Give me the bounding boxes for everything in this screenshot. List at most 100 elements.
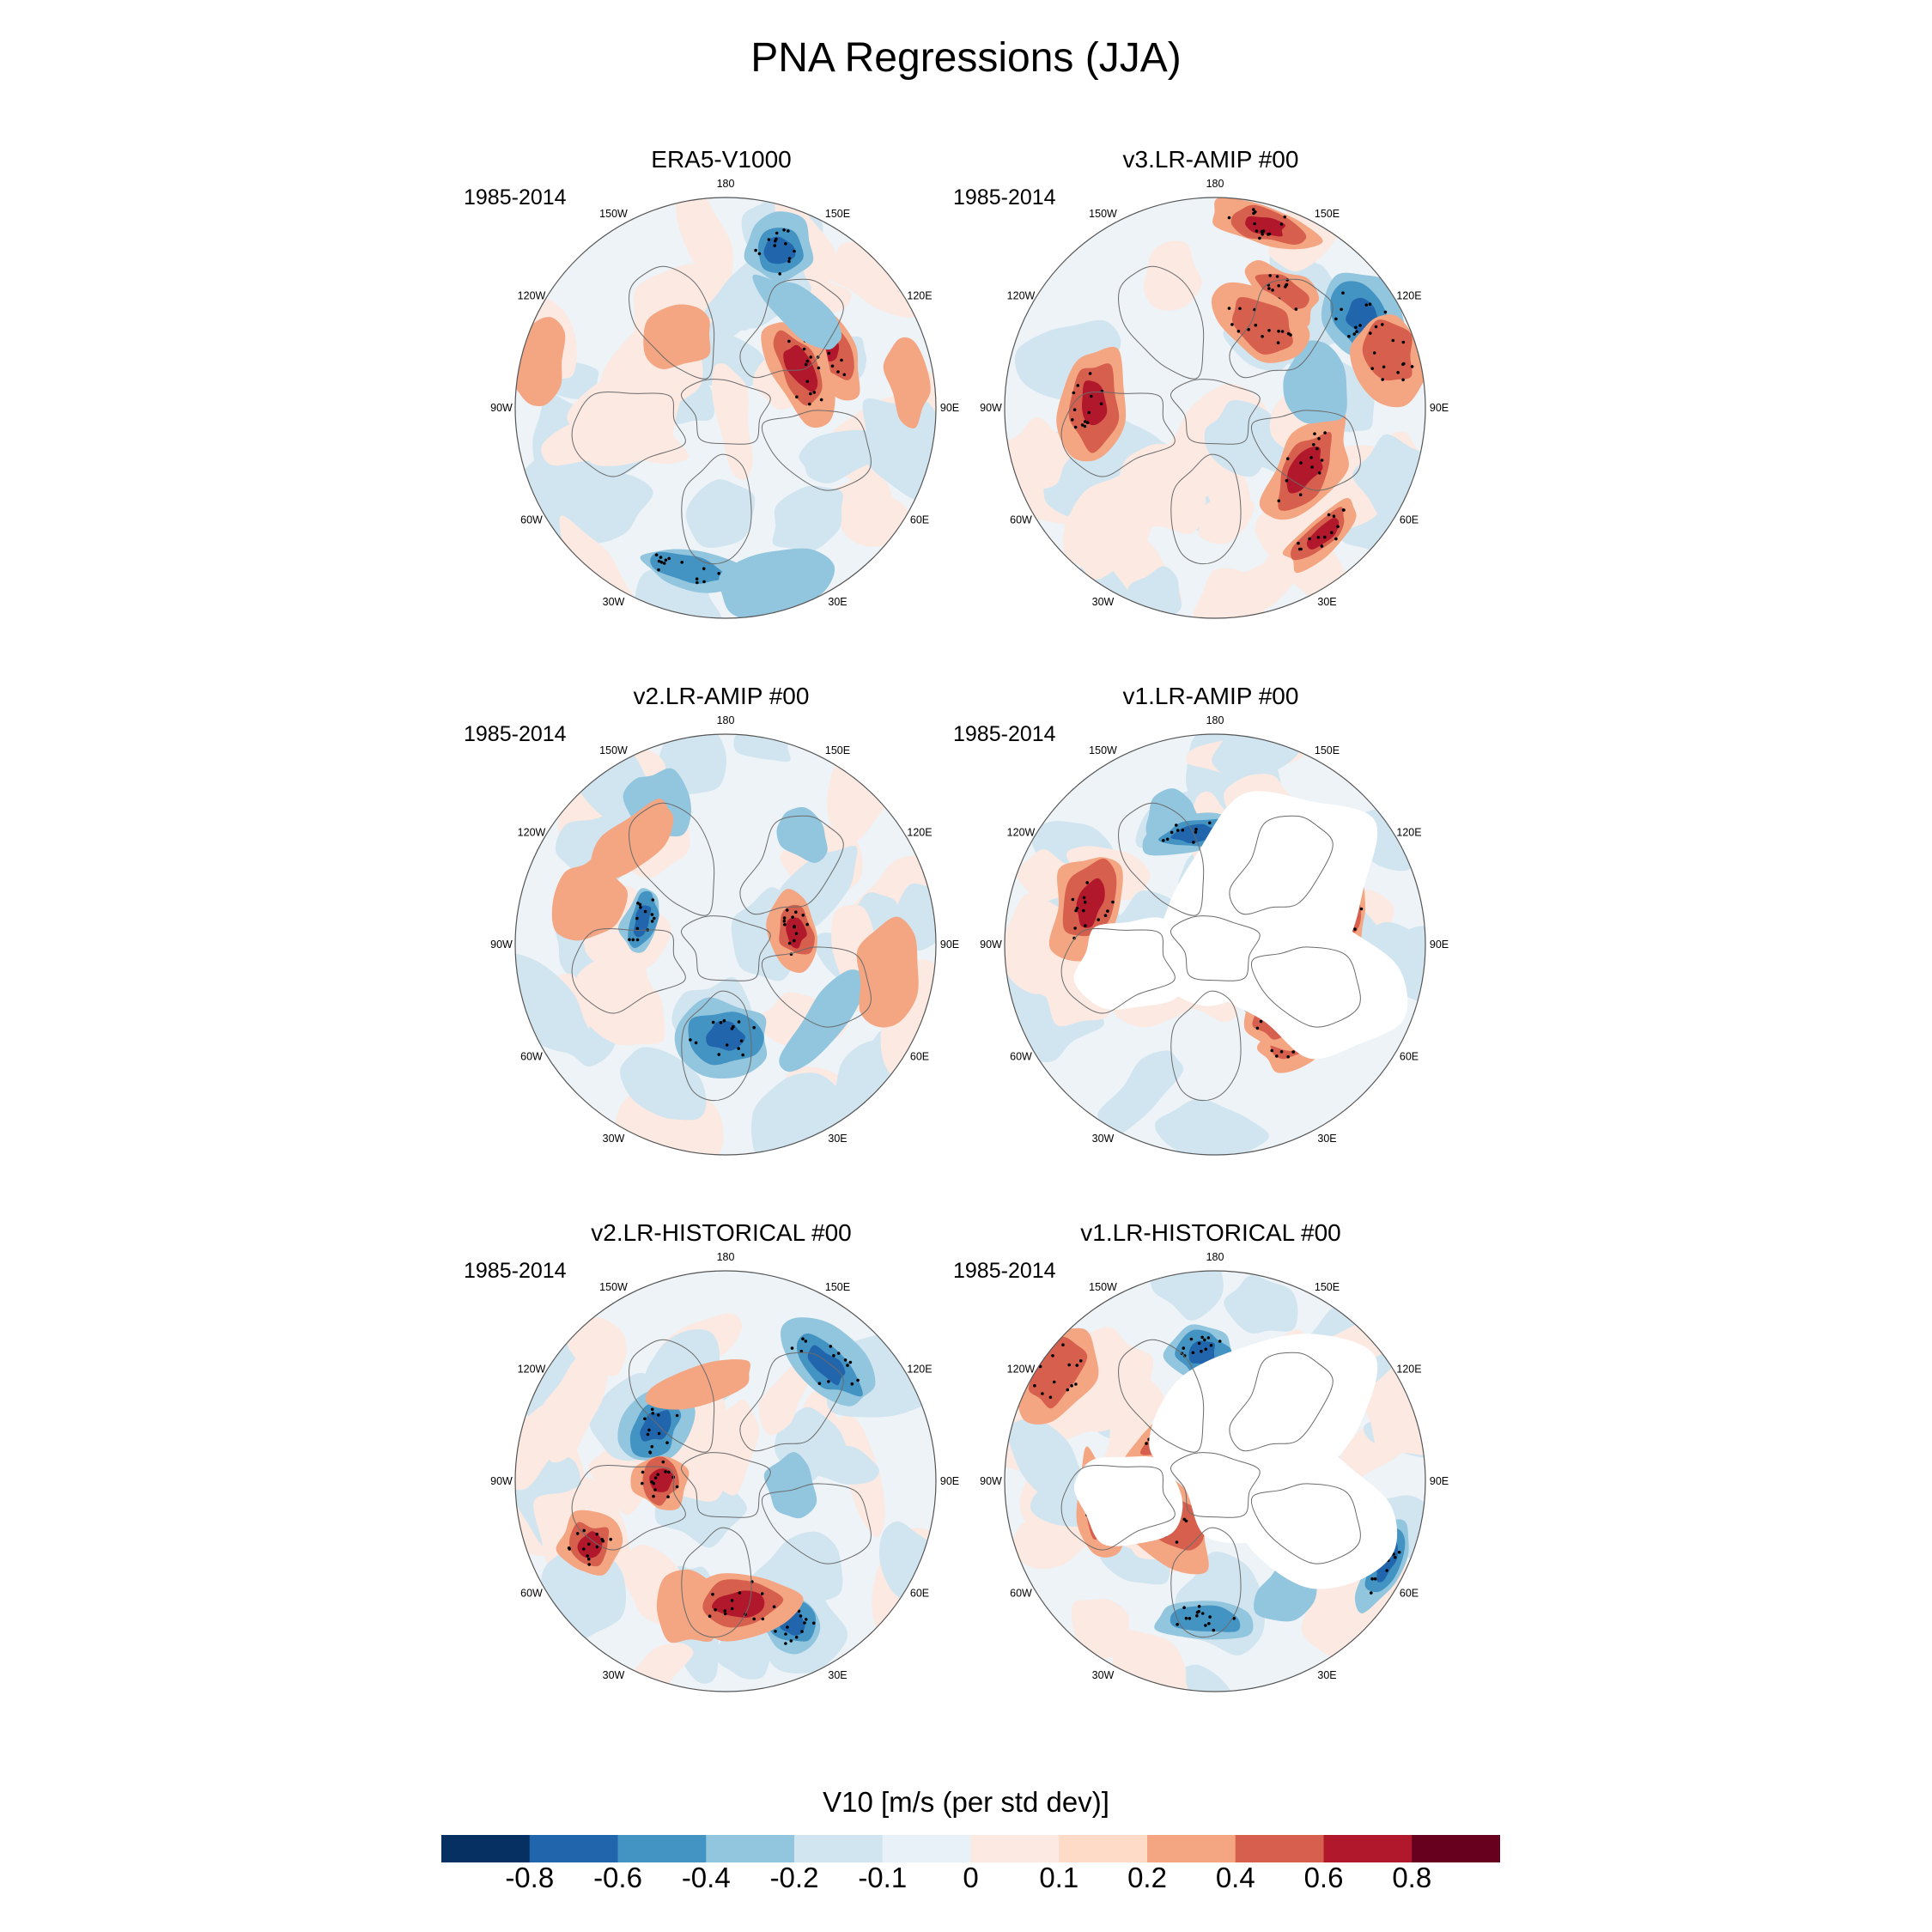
colorbar-tick-label: -0.4 bbox=[681, 1862, 731, 1893]
stipple-dot bbox=[1048, 1395, 1053, 1400]
map-field bbox=[515, 734, 936, 1155]
stipple-dot bbox=[647, 1428, 651, 1432]
stipple-dot bbox=[1268, 274, 1272, 277]
stipple-dot bbox=[702, 580, 706, 584]
stipple-dot bbox=[1087, 410, 1091, 415]
panel-period: 1985-2014 bbox=[953, 1259, 1056, 1283]
stipple-dot bbox=[694, 1041, 698, 1045]
longitude-label: 90E bbox=[1430, 939, 1449, 951]
stipple-dot bbox=[1275, 1054, 1279, 1058]
stipple-dot bbox=[1255, 1026, 1260, 1030]
stipple-dot bbox=[1396, 371, 1400, 374]
longitude-label: 120E bbox=[907, 290, 932, 302]
anomaly-cell bbox=[515, 317, 566, 407]
panel-period: 1985-2014 bbox=[953, 722, 1056, 746]
missing-data-mask bbox=[1208, 904, 1408, 1060]
stipple-dot bbox=[723, 1609, 727, 1613]
stipple-dot bbox=[1204, 1347, 1208, 1352]
stipple-dot bbox=[1238, 307, 1242, 311]
coastlines bbox=[571, 802, 872, 1102]
longitude-label: 30E bbox=[828, 1669, 847, 1681]
longitude-label: 60E bbox=[1400, 1051, 1419, 1063]
stipple-dot bbox=[1175, 823, 1178, 827]
stipple-dot bbox=[1162, 839, 1165, 842]
longitude-label: 0 bbox=[723, 1699, 729, 1700]
panel-period: 1985-2014 bbox=[464, 722, 567, 746]
field-blob bbox=[1224, 1275, 1298, 1334]
stipple-dot bbox=[1276, 341, 1280, 344]
stipple-dot bbox=[784, 1642, 787, 1645]
anomaly-cell bbox=[776, 806, 828, 863]
longitude-label: 90W bbox=[490, 402, 513, 414]
field-blob bbox=[1097, 1050, 1184, 1136]
stipple-dot bbox=[653, 916, 656, 920]
stipple-dot bbox=[1194, 827, 1198, 831]
colorbar-tick-label: 0.2 bbox=[1127, 1862, 1167, 1893]
stipple-dot bbox=[1203, 1338, 1206, 1342]
longitude-label: 120E bbox=[907, 1364, 932, 1376]
stipple-dot bbox=[1080, 423, 1084, 427]
stipple-dot bbox=[664, 558, 668, 562]
longitude-label: 30W bbox=[603, 1669, 625, 1681]
longitude-label: 0 bbox=[723, 626, 729, 627]
stipple-dot bbox=[1285, 457, 1290, 460]
stipple-dot bbox=[1297, 541, 1300, 545]
longitude-label: 0 bbox=[1212, 626, 1218, 627]
stipple-dot bbox=[635, 916, 639, 920]
stipple-dot bbox=[786, 1625, 789, 1629]
stipple-dot bbox=[1279, 1050, 1284, 1054]
stipple-dot bbox=[650, 1444, 654, 1449]
stipple-dot bbox=[850, 1382, 854, 1386]
longitude-label: 120E bbox=[1396, 827, 1421, 839]
longitude-label: 60W bbox=[1010, 1588, 1032, 1600]
stipple-dot bbox=[784, 242, 787, 246]
map-panel: 180 150E 120E 90E 60E 30E 0 30W 60W 90W 120W 150W v3… bbox=[953, 146, 1468, 627]
longitude-label: 120W bbox=[1007, 827, 1036, 839]
field-blob bbox=[733, 734, 795, 762]
stipple-dot bbox=[714, 1607, 717, 1612]
stipple-dot bbox=[809, 355, 812, 359]
stipple-dot bbox=[1170, 830, 1174, 835]
stipple-dot bbox=[1299, 461, 1303, 465]
stipple-dot bbox=[659, 561, 664, 564]
stipple-dot bbox=[804, 362, 808, 367]
field-blob bbox=[676, 197, 733, 299]
stipple-dot bbox=[1072, 391, 1076, 395]
longitude-label: 90W bbox=[980, 1475, 1002, 1487]
anomaly-cell bbox=[779, 969, 866, 1072]
longitude-label: 150E bbox=[825, 1281, 850, 1293]
stipple-dot bbox=[702, 567, 706, 571]
colorbar-tick-label: -0.1 bbox=[858, 1862, 908, 1893]
stipple-dot bbox=[843, 1358, 848, 1362]
coastlines bbox=[571, 1339, 872, 1638]
stipple-dot bbox=[1189, 1337, 1194, 1341]
map-panel: 180 150E 120E 90E 60E 30E 0 30W 60W 90W 120W 150W v2… bbox=[464, 1219, 979, 1700]
stipple-dot bbox=[1227, 216, 1231, 220]
stipple-dot bbox=[1271, 289, 1274, 292]
anomaly-cell bbox=[763, 1452, 817, 1519]
stipple-dot bbox=[1401, 340, 1406, 344]
longitude-label: 60W bbox=[520, 1051, 543, 1063]
stipple-dot bbox=[1099, 402, 1103, 406]
longitude-label: 120W bbox=[1007, 1364, 1036, 1376]
longitude-label: 30E bbox=[828, 1133, 847, 1145]
stipple-dot bbox=[1255, 229, 1259, 233]
stipple-dot bbox=[1070, 1384, 1073, 1388]
stipple-dot bbox=[827, 1380, 830, 1383]
field-blob bbox=[1071, 1599, 1130, 1659]
field-blob bbox=[1144, 240, 1202, 311]
stipple-dot bbox=[1106, 909, 1109, 913]
stipple-dot bbox=[738, 1591, 742, 1595]
field-blob bbox=[799, 429, 878, 483]
stipple-dot bbox=[1085, 421, 1090, 425]
stipple-dot bbox=[1275, 275, 1279, 278]
stipple-dot bbox=[1283, 215, 1287, 219]
stipple-dot bbox=[752, 1617, 756, 1621]
stipple-dot bbox=[827, 351, 831, 355]
stipple-dot bbox=[1041, 1392, 1044, 1395]
colorbar-title: V10 [m/s (per std dev)] bbox=[823, 1786, 1109, 1818]
stipple-dot bbox=[1197, 1341, 1201, 1346]
stipple-dot bbox=[1341, 291, 1345, 295]
anomaly-cell bbox=[1283, 340, 1347, 424]
stipple-dot bbox=[1347, 334, 1351, 338]
